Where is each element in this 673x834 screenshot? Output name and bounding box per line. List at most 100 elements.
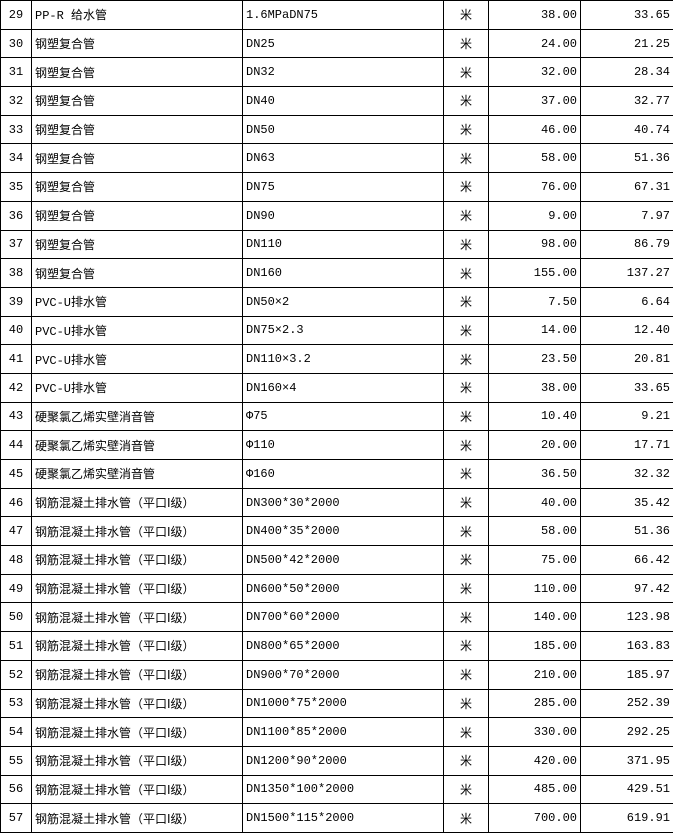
cell-idx: 49 xyxy=(1,574,32,603)
cell-name: 钢筋混凝土排水管（平口Ⅰ级） xyxy=(32,632,243,661)
cell-num1: 58.00 xyxy=(489,517,581,546)
cell-name: 钢筋混凝土排水管（平口Ⅰ级） xyxy=(32,660,243,689)
cell-idx: 34 xyxy=(1,144,32,173)
cell-num1: 140.00 xyxy=(489,603,581,632)
cell-name: 钢塑复合管 xyxy=(32,87,243,116)
cell-name: 钢筋混凝土排水管（平口Ⅰ级） xyxy=(32,574,243,603)
cell-num2: 371.95 xyxy=(581,746,673,775)
cell-num1: 485.00 xyxy=(489,775,581,804)
cell-spec: DN50×2 xyxy=(243,287,444,316)
cell-unit: 米 xyxy=(444,201,489,230)
cell-unit: 米 xyxy=(444,316,489,345)
cell-name: 钢筋混凝土排水管（平口Ⅰ级） xyxy=(32,775,243,804)
cell-num1: 58.00 xyxy=(489,144,581,173)
cell-idx: 36 xyxy=(1,201,32,230)
cell-spec: Φ75 xyxy=(243,402,444,431)
cell-spec: DN32 xyxy=(243,58,444,87)
cell-num1: 38.00 xyxy=(489,1,581,30)
cell-spec: DN900*70*2000 xyxy=(243,660,444,689)
cell-unit: 米 xyxy=(444,574,489,603)
cell-spec: DN75×2.3 xyxy=(243,316,444,345)
cell-spec: DN160 xyxy=(243,259,444,288)
cell-spec: DN75 xyxy=(243,173,444,202)
table-row: 50钢筋混凝土排水管（平口Ⅰ级）DN700*60*2000米140.00123.… xyxy=(1,603,673,632)
table-row: 47钢筋混凝土排水管（平口Ⅰ级）DN400*35*2000米58.0051.36 xyxy=(1,517,673,546)
cell-idx: 42 xyxy=(1,373,32,402)
table-row: 34钢塑复合管DN63米58.0051.36 xyxy=(1,144,673,173)
cell-num1: 14.00 xyxy=(489,316,581,345)
cell-idx: 50 xyxy=(1,603,32,632)
cell-idx: 39 xyxy=(1,287,32,316)
cell-unit: 米 xyxy=(444,1,489,30)
cell-name: 钢筋混凝土排水管（平口Ⅰ级） xyxy=(32,746,243,775)
cell-num2: 33.65 xyxy=(581,1,673,30)
cell-unit: 米 xyxy=(444,29,489,58)
cell-unit: 米 xyxy=(444,718,489,747)
table-row: 57钢筋混凝土排水管（平口Ⅰ级）DN1500*115*2000米700.0061… xyxy=(1,804,673,833)
cell-unit: 米 xyxy=(444,87,489,116)
table-row: 40PVC-U排水管DN75×2.3米14.0012.40 xyxy=(1,316,673,345)
cell-name: 钢筋混凝土排水管（平口Ⅰ级） xyxy=(32,804,243,833)
cell-num1: 7.50 xyxy=(489,287,581,316)
cell-name: 钢塑复合管 xyxy=(32,58,243,87)
cell-name: 硬聚氯乙烯实壁消音管 xyxy=(32,431,243,460)
table-row: 36钢塑复合管DN90米9.007.97 xyxy=(1,201,673,230)
cell-num1: 36.50 xyxy=(489,460,581,489)
cell-num2: 32.77 xyxy=(581,87,673,116)
cell-spec: 1.6MPaDN75 xyxy=(243,1,444,30)
cell-name: PVC-U排水管 xyxy=(32,345,243,374)
table-row: 38钢塑复合管DN160米155.00137.27 xyxy=(1,259,673,288)
cell-spec: DN90 xyxy=(243,201,444,230)
cell-spec: DN110×3.2 xyxy=(243,345,444,374)
cell-spec: DN800*65*2000 xyxy=(243,632,444,661)
cell-num1: 98.00 xyxy=(489,230,581,259)
cell-idx: 53 xyxy=(1,689,32,718)
cell-num1: 23.50 xyxy=(489,345,581,374)
cell-spec: Φ110 xyxy=(243,431,444,460)
cell-unit: 米 xyxy=(444,431,489,460)
table-row: 49钢筋混凝土排水管（平口Ⅰ级）DN600*50*2000米110.0097.4… xyxy=(1,574,673,603)
table-row: 51钢筋混凝土排水管（平口Ⅰ级）DN800*65*2000米185.00163.… xyxy=(1,632,673,661)
materials-table-body: 29PP-R 给水管1.6MPaDN75米38.0033.6530钢塑复合管DN… xyxy=(1,1,673,833)
cell-num1: 285.00 xyxy=(489,689,581,718)
cell-unit: 米 xyxy=(444,173,489,202)
cell-idx: 54 xyxy=(1,718,32,747)
cell-idx: 56 xyxy=(1,775,32,804)
cell-num2: 51.36 xyxy=(581,517,673,546)
cell-num1: 9.00 xyxy=(489,201,581,230)
cell-num2: 7.97 xyxy=(581,201,673,230)
cell-num1: 76.00 xyxy=(489,173,581,202)
table-row: 33钢塑复合管DN50米46.0040.74 xyxy=(1,115,673,144)
cell-num1: 20.00 xyxy=(489,431,581,460)
cell-idx: 32 xyxy=(1,87,32,116)
cell-unit: 米 xyxy=(444,603,489,632)
table-row: 35钢塑复合管DN75米76.0067.31 xyxy=(1,173,673,202)
cell-num2: 6.64 xyxy=(581,287,673,316)
cell-unit: 米 xyxy=(444,660,489,689)
cell-num1: 32.00 xyxy=(489,58,581,87)
cell-idx: 41 xyxy=(1,345,32,374)
cell-idx: 47 xyxy=(1,517,32,546)
cell-num2: 67.31 xyxy=(581,173,673,202)
cell-spec: DN110 xyxy=(243,230,444,259)
cell-spec: DN25 xyxy=(243,29,444,58)
table-row: 48钢筋混凝土排水管（平口Ⅰ级）DN500*42*2000米75.0066.42 xyxy=(1,546,673,575)
table-row: 41PVC-U排水管DN110×3.2米23.5020.81 xyxy=(1,345,673,374)
cell-num2: 28.34 xyxy=(581,58,673,87)
table-row: 37钢塑复合管DN110米98.0086.79 xyxy=(1,230,673,259)
cell-unit: 米 xyxy=(444,373,489,402)
table-row: 54钢筋混凝土排水管（平口Ⅰ级）DN1100*85*2000米330.00292… xyxy=(1,718,673,747)
table-row: 44硬聚氯乙烯实壁消音管Φ110米20.0017.71 xyxy=(1,431,673,460)
cell-name: 钢筋混凝土排水管（平口Ⅰ级） xyxy=(32,689,243,718)
cell-num1: 24.00 xyxy=(489,29,581,58)
cell-num2: 66.42 xyxy=(581,546,673,575)
cell-unit: 米 xyxy=(444,230,489,259)
cell-num2: 35.42 xyxy=(581,488,673,517)
table-row: 55钢筋混凝土排水管（平口Ⅰ级）DN1200*90*2000米420.00371… xyxy=(1,746,673,775)
cell-name: 钢塑复合管 xyxy=(32,144,243,173)
cell-num2: 137.27 xyxy=(581,259,673,288)
table-row: 46钢筋混凝土排水管（平口Ⅰ级）DN300*30*2000米40.0035.42 xyxy=(1,488,673,517)
cell-num2: 252.39 xyxy=(581,689,673,718)
cell-unit: 米 xyxy=(444,689,489,718)
cell-unit: 米 xyxy=(444,58,489,87)
